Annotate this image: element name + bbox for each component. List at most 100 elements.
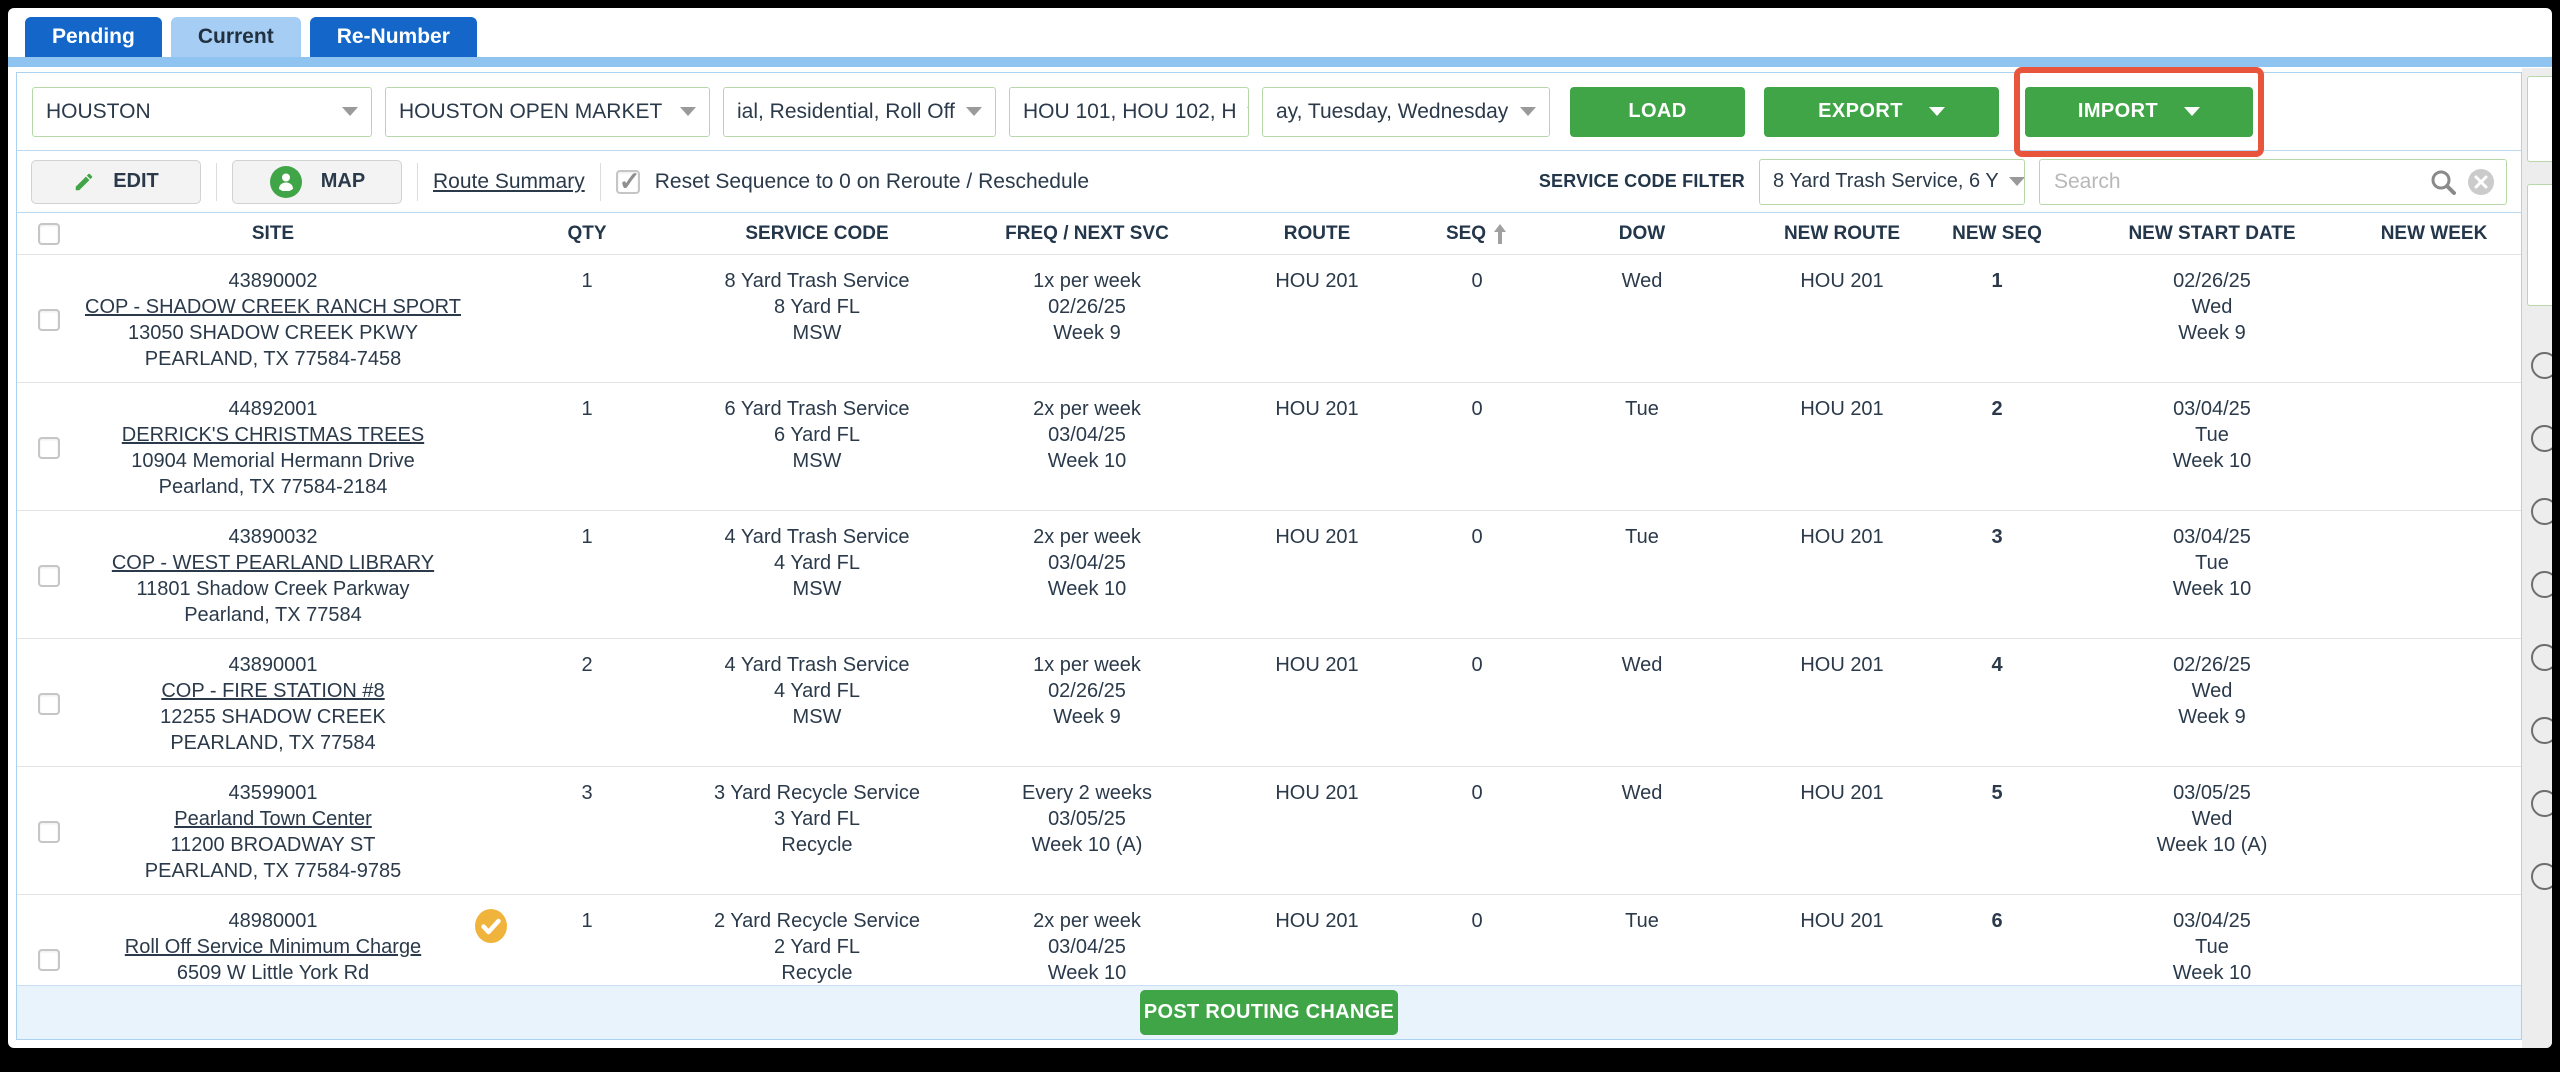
import-highlight-annotation: IMPORT	[2014, 66, 2264, 157]
column-header-new-seq[interactable]: NEW SEQ	[1952, 222, 2042, 244]
site-name-link[interactable]: Pearland Town Center	[174, 808, 372, 830]
search-icon[interactable]	[2428, 167, 2458, 197]
column-header-service-code[interactable]: SERVICE CODE	[745, 222, 889, 244]
seq-header-label: SEQ	[1445, 222, 1487, 244]
chevron-down-icon	[1520, 107, 1536, 116]
chevron-down-icon	[2184, 107, 2201, 116]
new-route-cell: HOU 201	[1800, 654, 1884, 676]
new-week-cell	[2347, 652, 2521, 756]
freq-next-svc-cell: Every 2 weeks 03/05/25 Week 10 (A)	[1021, 782, 1153, 856]
freq-next-svc-cell: 1x per week 02/26/25 Week 9	[1033, 270, 1141, 344]
site-name-link[interactable]: DERRICK'S CHRISTMAS TREES	[121, 424, 425, 446]
site-name-link[interactable]: COP - WEST PEARLAND LIBRARY	[111, 552, 435, 574]
select-all-checkbox[interactable]	[38, 222, 60, 245]
load-button-label: LOAD	[1628, 100, 1687, 122]
new-start-date-cell: 03/04/25 Tue Week 10	[2172, 526, 2252, 600]
import-button[interactable]: IMPORT	[2025, 86, 2253, 137]
new-route-cell: HOU 201	[1800, 526, 1884, 548]
route-cell: HOU 201	[1275, 526, 1359, 548]
table-row: 43890032 COP - WEST PEARLAND LIBRARY 118…	[17, 511, 2521, 639]
qty-cell: 1	[581, 270, 593, 292]
column-header-new-start-date[interactable]: NEW START DATE	[2128, 222, 2296, 244]
row-checkbox[interactable]	[38, 309, 60, 331]
load-button[interactable]: LOAD	[1570, 86, 1745, 137]
service-code-filter-value: 8 Yard Trash Service, 6 Y	[1773, 170, 1999, 192]
reset-sequence-label: Reset Sequence to 0 on Reroute / Resched…	[654, 169, 1090, 193]
column-header-qty[interactable]: QTY	[567, 222, 607, 244]
pencil-icon	[73, 171, 95, 193]
line-of-business-dropdown[interactable]: ial, Residential, Roll Off	[723, 86, 996, 137]
column-header-freq-next-svc[interactable]: FREQ / NEXT SVC	[1005, 222, 1169, 244]
dow-cell: Tue	[1625, 526, 1659, 548]
routes-dropdown[interactable]: HOU 101, HOU 102, H	[1009, 86, 1249, 137]
column-header-route[interactable]: ROUTE	[1283, 222, 1351, 244]
edit-button[interactable]: EDIT	[31, 159, 201, 204]
site-cell: 43890032 COP - WEST PEARLAND LIBRARY 118…	[81, 524, 465, 628]
new-route-cell: HOU 201	[1800, 782, 1884, 804]
market-dropdown[interactable]: HOUSTON OPEN MARKET	[385, 86, 710, 137]
search-input[interactable]	[2054, 169, 2420, 194]
column-header-seq[interactable]: SEQ	[1437, 223, 1517, 245]
seq-cell: 0	[1471, 782, 1483, 804]
table-body: 43890002 COP - SHADOW CREEK RANCH SPORT …	[17, 255, 2521, 985]
row-checkbox[interactable]	[38, 437, 60, 459]
divider	[417, 162, 418, 201]
seq-cell: 0	[1471, 398, 1483, 420]
post-routing-change-button[interactable]: POST ROUTING CHANGE	[1140, 990, 1398, 1035]
column-header-new-route[interactable]: NEW ROUTE	[1783, 222, 1901, 244]
site-account-number: 43599001	[228, 782, 318, 804]
tab-pending[interactable]: Pending	[25, 17, 162, 57]
column-header-new-week[interactable]: NEW WEEK	[2380, 222, 2488, 244]
column-header-site[interactable]: SITE	[251, 222, 295, 244]
tab-bar: Pending Current Re-Number	[8, 8, 2552, 57]
map-button[interactable]: MAP	[232, 159, 402, 204]
qty-cell: 3	[581, 782, 593, 804]
new-seq-cell: 1	[1991, 270, 2003, 292]
clipped-action-icon	[2531, 352, 2552, 379]
qty-cell: 1	[581, 398, 593, 420]
export-button-label: EXPORT	[1818, 100, 1903, 122]
row-checkbox[interactable]	[38, 821, 60, 843]
column-header-dow[interactable]: DOW	[1618, 222, 1666, 244]
tab-renumber[interactable]: Re-Number	[309, 17, 477, 57]
site-name-link[interactable]: COP - FIRE STATION #8	[161, 680, 385, 702]
service-code-cell: 4 Yard Trash Service 4 Yard FL MSW	[724, 654, 910, 728]
search-box	[2039, 158, 2507, 205]
new-seq-cell: 5	[1991, 782, 2003, 804]
row-checkbox[interactable]	[38, 565, 60, 587]
sort-ascending-icon	[1492, 223, 1508, 245]
new-week-cell	[2347, 396, 2521, 500]
site-name-link[interactable]: COP - SHADOW CREEK RANCH SPORT	[85, 296, 461, 318]
route-cell: HOU 201	[1275, 398, 1359, 420]
table-row: 43890002 COP - SHADOW CREEK RANCH SPORT …	[17, 255, 2521, 383]
site-name-link[interactable]: Roll Off Service Minimum Charge	[124, 936, 422, 958]
route-summary-link[interactable]: Route Summary	[433, 169, 585, 193]
site-cell: 44892001 DERRICK'S CHRISTMAS TREES 10904…	[81, 396, 465, 500]
export-button[interactable]: EXPORT	[1764, 86, 1999, 137]
site-account-number: 44892001	[228, 398, 318, 420]
service-code-filter-dropdown[interactable]: 8 Yard Trash Service, 6 Y	[1759, 158, 2025, 205]
qty-cell: 1	[581, 910, 593, 932]
table-header: SITE QTY SERVICE CODE FREQ / NEXT SVC RO…	[17, 213, 2521, 255]
tab-current[interactable]: Current	[170, 17, 301, 57]
days-dropdown[interactable]: ay, Tuesday, Wednesday	[1262, 86, 1550, 137]
line-of-business-value: ial, Residential, Roll Off	[737, 99, 955, 123]
reset-sequence-checkbox[interactable]	[615, 166, 641, 197]
clear-search-icon[interactable]	[2466, 167, 2496, 197]
seq-cell: 0	[1471, 910, 1483, 932]
service-code-cell: 2 Yard Recycle Service 2 Yard FL Recycle	[713, 910, 920, 984]
divider	[599, 162, 601, 201]
row-checkbox[interactable]	[38, 949, 60, 971]
main-panel: HOUSTON HOUSTON OPEN MARKET ial, Residen…	[16, 66, 2522, 1040]
new-start-date-cell: 03/04/25 Tue Week 10	[2172, 910, 2252, 984]
division-dropdown[interactable]: HOUSTON	[32, 86, 372, 137]
clipped-action-icon	[2531, 644, 2552, 671]
toolbar-right: SERVICE CODE FILTER 8 Yard Trash Service…	[1539, 158, 2507, 205]
site-address-line1: 10904 Memorial Hermann Drive	[131, 450, 415, 472]
row-checkbox[interactable]	[38, 693, 60, 715]
table-row: 48980001 Roll Off Service Minimum Charge…	[17, 895, 2521, 985]
freq-next-svc-cell: 2x per week 03/04/25 Week 10	[1033, 526, 1141, 600]
site-address-line2: PEARLAND, TX 77584-9785	[144, 860, 402, 882]
clipped-right-edge	[2522, 68, 2552, 1048]
site-address-line2: PEARLAND, TX 77584	[170, 732, 376, 754]
